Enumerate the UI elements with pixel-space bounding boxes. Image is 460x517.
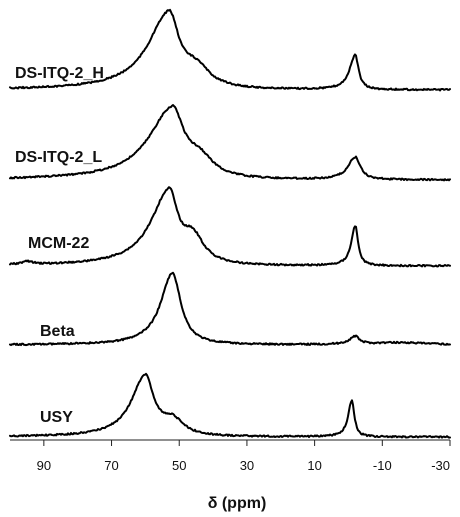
x-tick-label: 10 [307,458,321,473]
x-tick-label: 90 [37,458,51,473]
spectrum-trace-mcm-22 [9,186,451,268]
spectrum-trace-usy [9,372,451,439]
x-tick-label: 70 [104,458,118,473]
spectrum-trace-beta [9,271,451,347]
series-label: DS-ITQ-2_H [15,65,104,82]
spectrum-trace-ds-itq-2-l [9,104,451,182]
series-label: USY [40,409,73,426]
series-label: MCM-22 [28,235,89,252]
x-tick-label: 50 [172,458,186,473]
spectra-traces [9,8,451,439]
x-axis-ticks: 90 70 50 30 10 -10 -30 [37,440,451,473]
x-tick-label: -10 [373,458,392,473]
spectrum-trace-ds-itq-2-h [9,8,451,92]
series-label: DS-ITQ-2_L [15,149,102,166]
x-tick-label: 30 [240,458,254,473]
x-tick-label: -30 [431,458,450,473]
series-labels: DS-ITQ-2_H DS-ITQ-2_L MCM-22 Beta USY [15,65,104,426]
x-axis-title: δ (ppm) [208,495,267,512]
series-label: Beta [40,323,75,340]
